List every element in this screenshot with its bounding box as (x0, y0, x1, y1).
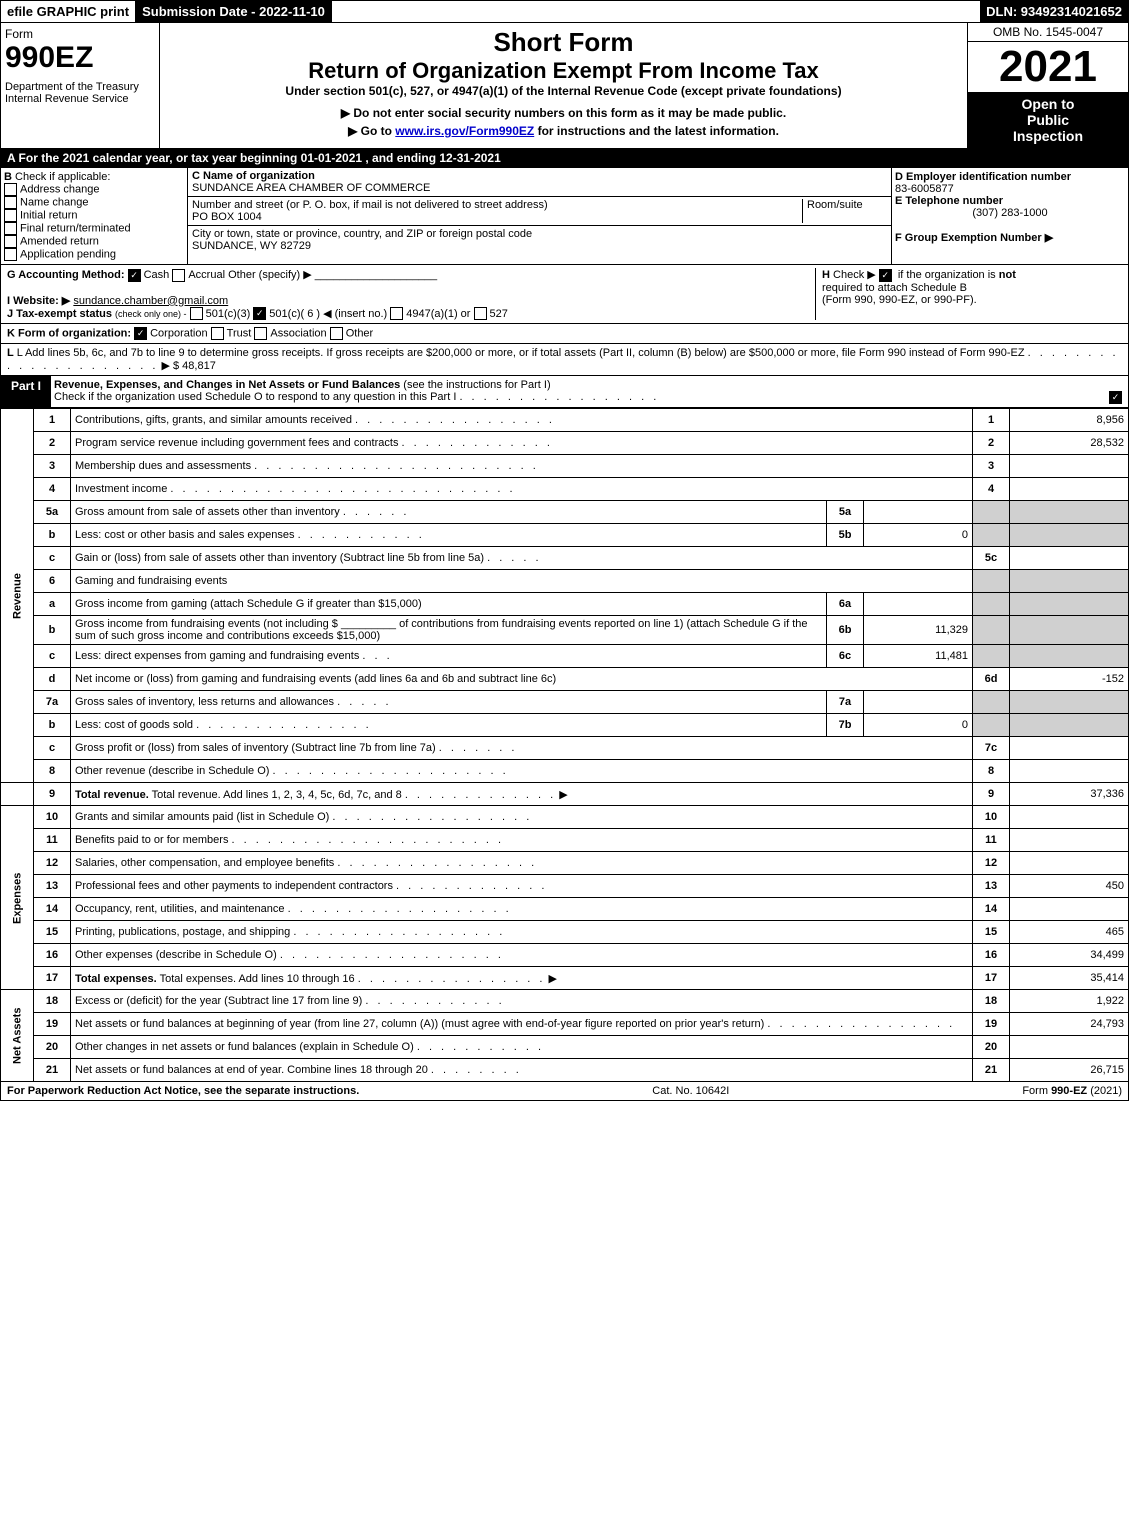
h-section: H Check ▶ ✓ if the organization is not r… (815, 268, 1122, 320)
city-value: SUNDANCE, WY 82729 (192, 240, 311, 252)
checkbox-app-pending[interactable] (4, 248, 17, 261)
org-name: SUNDANCE AREA CHAMBER OF COMMERCE (192, 182, 430, 194)
gh-row: G Accounting Method: ✓Cash Accrual Other… (0, 265, 1129, 324)
checkbox-other-org[interactable] (330, 327, 343, 340)
paperwork-notice: For Paperwork Reduction Act Notice, see … (7, 1085, 359, 1097)
part1-title: Revenue, Expenses, and Changes in Net As… (51, 376, 1128, 407)
ein-value: 83-6005877 (895, 183, 954, 195)
form-reference: Form 990-EZ (2021) (1022, 1085, 1122, 1097)
page-footer: For Paperwork Reduction Act Notice, see … (0, 1082, 1129, 1101)
line16-value: 34,499 (1010, 944, 1129, 967)
group-exemption-label: F Group Exemption Number ▶ (895, 232, 1053, 244)
part1-table: Revenue 1 Contributions, gifts, grants, … (0, 408, 1129, 1082)
l-row: L L Add lines 5b, 6c, and 7b to line 9 t… (0, 344, 1129, 376)
line17-value: 35,414 (1010, 967, 1129, 990)
gross-receipts-value: $ 48,817 (173, 360, 216, 372)
line19-value: 24,793 (1010, 1013, 1129, 1036)
line1-value: 8,956 (1010, 409, 1129, 432)
checkbox-name-change[interactable] (4, 196, 17, 209)
open-to-public-box: Open to Public Inspection (968, 92, 1128, 148)
org-name-box: C Name of organization SUNDANCE AREA CHA… (188, 168, 891, 197)
city-box: City or town, state or province, country… (188, 226, 891, 254)
line9-value: 37,336 (1010, 783, 1129, 806)
header-left: Form 990EZ Department of the Treasury In… (1, 23, 160, 148)
checkbox-association[interactable] (254, 327, 267, 340)
line5b-value: 0 (864, 524, 973, 547)
form-number: 990EZ (5, 41, 155, 75)
room-suite-label: Room/suite (802, 199, 887, 223)
header-right: OMB No. 1545-0047 2021 Open to Public In… (968, 23, 1128, 148)
form-word: Form (5, 27, 155, 41)
dln-label: DLN: 93492314021652 (980, 1, 1128, 22)
section-def: D Employer identification number 83-6005… (892, 168, 1128, 264)
checkbox-final-return[interactable] (4, 222, 17, 235)
header-row: Form 990EZ Department of the Treasury In… (0, 23, 1129, 149)
phone-value: (307) 283-1000 (895, 207, 1125, 219)
efile-print-label[interactable]: efile GRAPHIC print (1, 1, 136, 22)
g-section: G Accounting Method: ✓Cash Accrual Other… (7, 268, 815, 320)
checkbox-501c[interactable]: ✓ (253, 307, 266, 320)
expenses-section-label: Expenses (1, 806, 34, 990)
line13-value: 450 (1010, 875, 1129, 898)
under-section-text: Under section 501(c), 527, or 4947(a)(1)… (168, 84, 959, 98)
submission-date-label: Submission Date - 2022-11-10 (136, 1, 332, 22)
street-value: PO BOX 1004 (192, 211, 262, 223)
do-not-enter-text: ▶ Do not enter social security numbers o… (168, 106, 959, 120)
line6b-value: 11,329 (864, 616, 973, 645)
checkbox-accrual[interactable] (172, 269, 185, 282)
line7b-value: 0 (864, 714, 973, 737)
checkbox-cash[interactable]: ✓ (128, 269, 141, 282)
top-bar: efile GRAPHIC print Submission Date - 20… (0, 0, 1129, 23)
checkbox-address-change[interactable] (4, 183, 17, 196)
line2-label: Program service revenue including govern… (71, 432, 973, 455)
tax-year: 2021 (968, 42, 1128, 92)
checkbox-initial-return[interactable] (4, 209, 17, 222)
return-title: Return of Organization Exempt From Incom… (168, 58, 959, 84)
catalog-number: Cat. No. 10642I (652, 1085, 729, 1097)
line1-label: Contributions, gifts, grants, and simila… (71, 409, 973, 432)
irs-label: Internal Revenue Service (5, 93, 155, 105)
omb-number: OMB No. 1545-0047 (968, 23, 1128, 42)
go-to-text: ▶ Go to www.irs.gov/Form990EZ for instru… (168, 124, 959, 138)
checkbox-4947[interactable] (390, 307, 403, 320)
checkbox-h[interactable]: ✓ (879, 269, 892, 282)
checkbox-501c3[interactable] (190, 307, 203, 320)
line6c-value: 11,481 (864, 645, 973, 668)
bcdef-section: B Check if applicable: Address change Na… (0, 168, 1129, 265)
line2-value: 28,532 (1010, 432, 1129, 455)
revenue-section-label: Revenue (1, 409, 34, 783)
irs-link[interactable]: www.irs.gov/Form990EZ (395, 124, 534, 138)
line15-value: 465 (1010, 921, 1129, 944)
part1-label: Part I (1, 376, 51, 407)
k-row: K Form of organization: ✓Corporation Tru… (0, 324, 1129, 344)
street-box: Number and street (or P. O. box, if mail… (188, 197, 891, 226)
row-a-calendar-year: A For the 2021 calendar year, or tax yea… (0, 149, 1129, 168)
checkbox-527[interactable] (474, 307, 487, 320)
short-form-title: Short Form (168, 27, 959, 58)
checkbox-corporation[interactable]: ✓ (134, 327, 147, 340)
section-c: C Name of organization SUNDANCE AREA CHA… (188, 168, 892, 264)
checkbox-schedule-o[interactable]: ✓ (1109, 391, 1122, 404)
line21-value: 26,715 (1010, 1059, 1129, 1082)
checkbox-trust[interactable] (211, 327, 224, 340)
section-b: B Check if applicable: Address change Na… (1, 168, 188, 264)
part1-header: Part I Revenue, Expenses, and Changes in… (0, 376, 1129, 408)
line18-value: 1,922 (1010, 990, 1129, 1013)
checkbox-amended[interactable] (4, 235, 17, 248)
dept-label: Department of the Treasury (5, 81, 155, 93)
website-value: sundance.chamber@gmail.com (73, 295, 228, 307)
line6d-value: -152 (1010, 668, 1129, 691)
header-center: Short Form Return of Organization Exempt… (160, 23, 968, 148)
netassets-section-label: Net Assets (1, 990, 34, 1082)
